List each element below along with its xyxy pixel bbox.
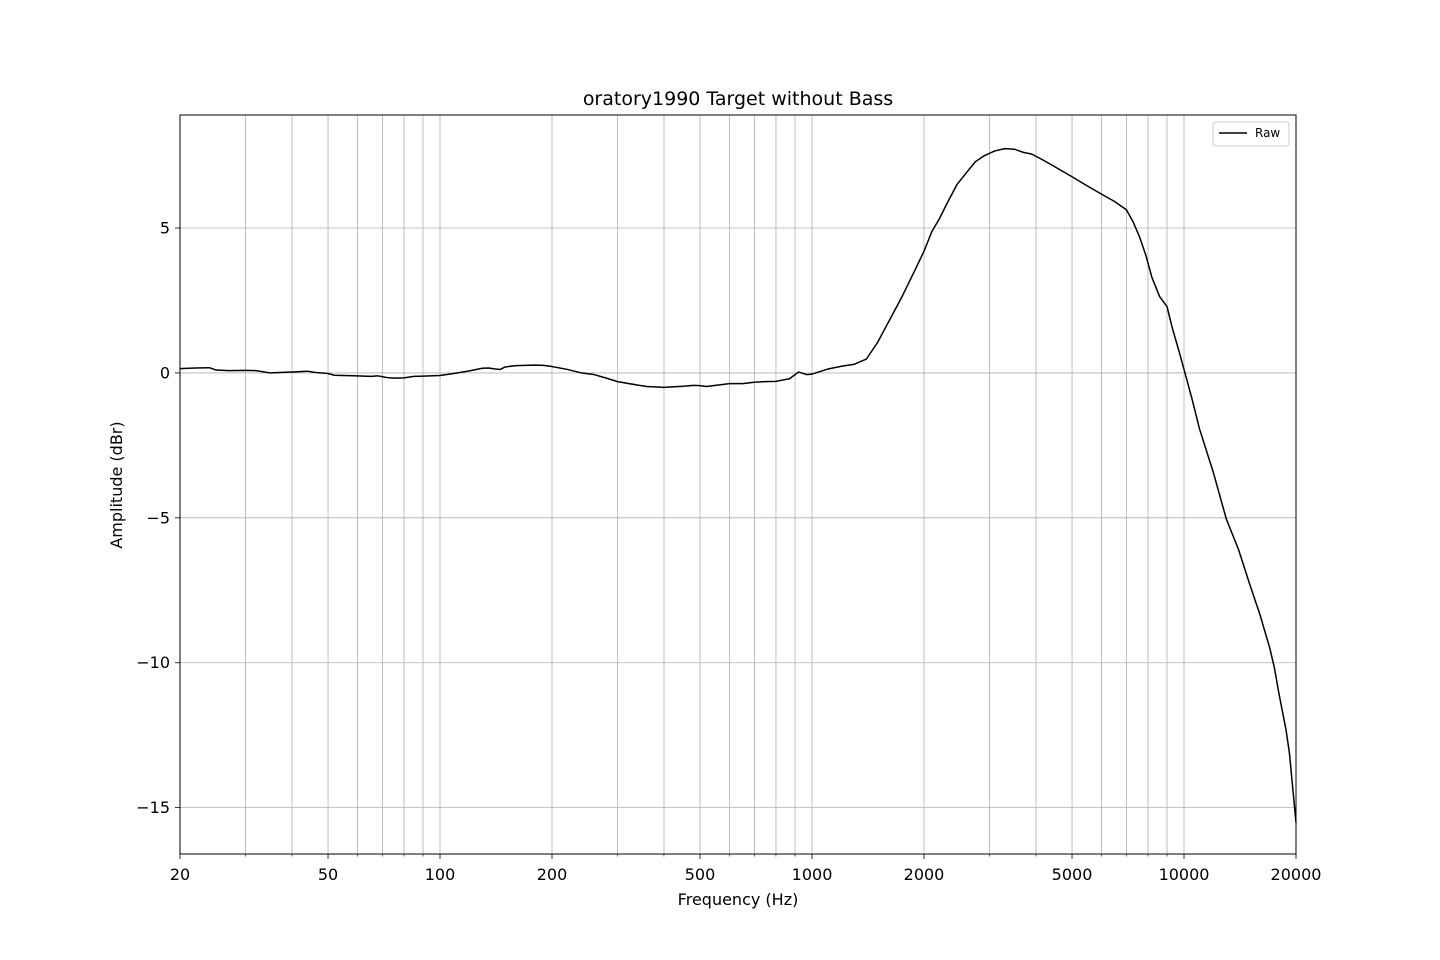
x-tick-label: 5000 <box>1052 865 1093 884</box>
series-line-raw <box>179 147 1297 823</box>
axes-frame <box>179 114 1297 855</box>
y-tick-label: 0 <box>160 363 170 382</box>
x-tick-label: 20 <box>170 865 190 884</box>
y-tick-label: −10 <box>136 653 170 672</box>
y-tick-label: −5 <box>146 508 170 527</box>
legend: Raw <box>1212 121 1290 147</box>
x-tick-label: 10000 <box>1159 865 1210 884</box>
legend-label-raw: Raw <box>1255 126 1280 140</box>
y-tick-label: −15 <box>136 798 170 817</box>
ticks: 20 50 100 200 500 1000 2000 5000 10000 2000050−5−… <box>136 219 1321 884</box>
plot-lines <box>179 147 1297 823</box>
x-tick-label: 1000 <box>792 865 833 884</box>
chart-title: oratory1990 Target without Bass <box>583 88 893 110</box>
x-axis-label: Frequency (Hz) <box>678 890 799 909</box>
x-tick-label: 200 <box>537 865 568 884</box>
y-tick-label: 5 <box>160 219 170 238</box>
y-axis-label: Amplitude (dBr) <box>107 421 126 548</box>
x-tick-label: 50 <box>318 865 338 884</box>
grid <box>179 115 1297 854</box>
x-tick-label: 500 <box>685 865 716 884</box>
x-tick-label: 100 <box>425 865 456 884</box>
x-tick-label: 20000 <box>1271 865 1322 884</box>
legend-box <box>1212 121 1290 147</box>
x-tick-label: 2000 <box>904 865 945 884</box>
